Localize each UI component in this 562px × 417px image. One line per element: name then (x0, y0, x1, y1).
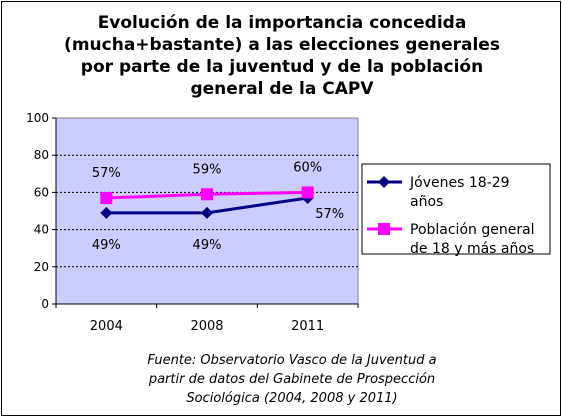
legend-marker-diamond (378, 176, 390, 188)
legend-label: Población general (410, 222, 535, 238)
data-label: 59% (193, 162, 222, 177)
chart-title: Evolución de la importancia concedida (m… (42, 12, 522, 100)
source-note: Fuente: Observatorio Vasco de la Juventu… (102, 351, 482, 408)
data-label: 60% (293, 160, 322, 175)
legend-label: años (410, 194, 443, 210)
legend-box (361, 163, 551, 255)
y-tick-label: 20 (34, 260, 49, 274)
legend-marker-square (378, 223, 390, 235)
x-tick-label: 2004 (90, 319, 123, 334)
data-point-square (201, 188, 213, 201)
source-line: partir de datos del Gabinete de Prospecc… (148, 372, 436, 387)
data-point-diamond (100, 206, 113, 219)
data-label: 57% (92, 166, 121, 181)
y-tick-label: 0 (41, 297, 49, 311)
chart-title-line: por parte de la juventud y de la poblaci… (80, 57, 484, 77)
data-point-square (100, 191, 113, 204)
chart-title-line: Evolución de la importancia concedida (97, 13, 467, 33)
chart-title-line: general de la CAPV (190, 79, 374, 99)
legend-label: Jóvenes 18-29 (409, 175, 510, 191)
data-label: 49% (193, 238, 222, 253)
legend-label: de 18 y más años (410, 241, 534, 257)
y-tick-label: 80 (34, 148, 49, 162)
y-tick-label: 40 (34, 223, 49, 237)
chart-title-line: (mucha+bastante) a las elecciones genera… (64, 35, 500, 55)
x-tick-label: 2011 (291, 319, 324, 334)
data-point-square (301, 186, 314, 199)
source-line: Sociológica (2004, 2008 y 2011) (186, 391, 398, 406)
data-label: 49% (92, 238, 121, 253)
data-label: 57% (315, 207, 344, 222)
y-tick-label: 60 (34, 185, 49, 199)
x-tick-label: 2008 (190, 319, 223, 334)
source-line: Fuente: Observatorio Vasco de la Juventu… (147, 353, 437, 368)
data-point-diamond (201, 206, 213, 219)
y-tick-label: 100 (26, 111, 49, 125)
